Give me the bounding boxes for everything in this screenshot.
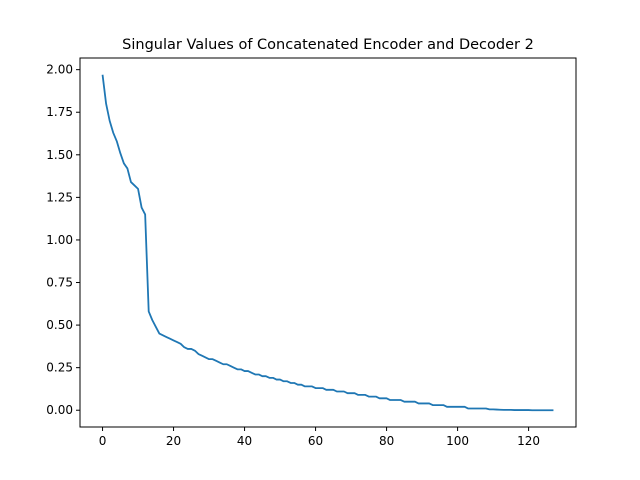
chart-title: Singular Values of Concatenated Encoder … bbox=[122, 37, 534, 53]
x-tick-label: 60 bbox=[308, 434, 323, 448]
x-tick-label: 80 bbox=[379, 434, 394, 448]
x-tick-label: 0 bbox=[99, 434, 107, 448]
y-tick-label: 1.00 bbox=[46, 233, 73, 247]
y-tick-label: 0.25 bbox=[46, 361, 73, 375]
x-tick-label: 40 bbox=[237, 434, 252, 448]
y-tick-label: 0.00 bbox=[46, 403, 73, 417]
y-tick-label: 1.50 bbox=[46, 148, 73, 162]
y-tick-label: 1.75 bbox=[46, 105, 73, 119]
x-tick-label: 20 bbox=[166, 434, 181, 448]
x-tick-label: 120 bbox=[517, 434, 540, 448]
y-tick-label: 2.00 bbox=[46, 63, 73, 77]
y-tick-label: 1.25 bbox=[46, 190, 73, 204]
plot-area bbox=[101, 74, 554, 412]
x-tick-label: 100 bbox=[446, 434, 469, 448]
y-axis: 0.00 0.25 0.50 0.75 1.00 1.25 1.50 1.75 2.00 bbox=[46, 63, 80, 417]
y-tick-label: 0.75 bbox=[46, 276, 73, 290]
series-line bbox=[101, 74, 554, 412]
y-tick-label: 0.50 bbox=[46, 318, 73, 332]
x-axis: 0 20 40 60 80 100 120 bbox=[99, 427, 540, 448]
axes-frame bbox=[79, 57, 577, 428]
